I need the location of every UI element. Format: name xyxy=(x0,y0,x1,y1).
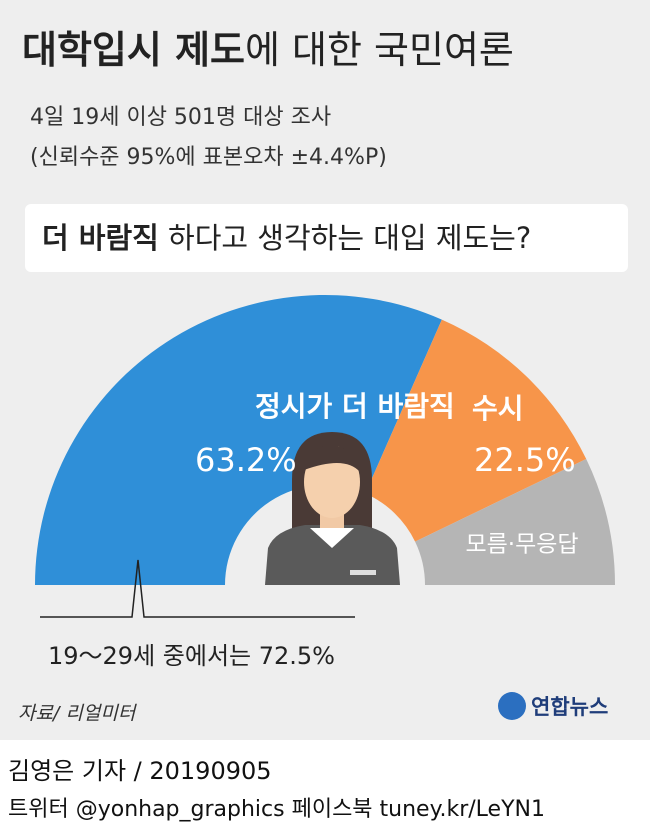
slice-label: 모름·무응답 xyxy=(465,532,578,558)
donut xyxy=(35,295,615,585)
annotation-line xyxy=(40,559,355,618)
value-label: 22.5% xyxy=(474,441,576,479)
chart-title: 대학입시 제도에 대한 국민여론 xyxy=(22,28,514,72)
subtitle: 4일 19세 이상 501명 대상 조사 xyxy=(30,105,331,130)
footer-background xyxy=(0,740,650,831)
source: 자료/ 리얼미터 xyxy=(18,703,138,725)
footer: 트위터 @yonhap_graphics 페이스북 tuney.kr/LeYN1 xyxy=(8,797,545,822)
slice-label: 정시가 더 바람직 xyxy=(255,390,455,423)
logo-mark xyxy=(498,692,526,720)
title-bold: 대학입시 제도 xyxy=(22,28,245,72)
person-icon xyxy=(265,432,400,585)
slice xyxy=(35,295,442,585)
logo: 연합뉴스 xyxy=(531,695,608,719)
slice-label: 수시 xyxy=(472,392,524,425)
value-label: 63.2% xyxy=(195,441,297,479)
question-bold: 더 바람직 xyxy=(42,221,159,255)
question: 더 바람직 하다고 생각하는 대입 제도는? xyxy=(42,221,531,255)
slice xyxy=(365,319,587,542)
annotation: 19～29세 중에서는 72.5% xyxy=(48,642,335,670)
question-rest: 하다고 생각하는 대입 제도는? xyxy=(159,221,531,255)
question-box xyxy=(25,204,628,272)
title-rest: 에 대한 국민여론 xyxy=(245,28,514,72)
slice xyxy=(415,459,615,585)
byline: 김영은 기자 / 20190905 xyxy=(8,757,272,785)
subtitle: (신뢰수준 95%에 표본오차 ±4.4%P) xyxy=(30,145,387,170)
